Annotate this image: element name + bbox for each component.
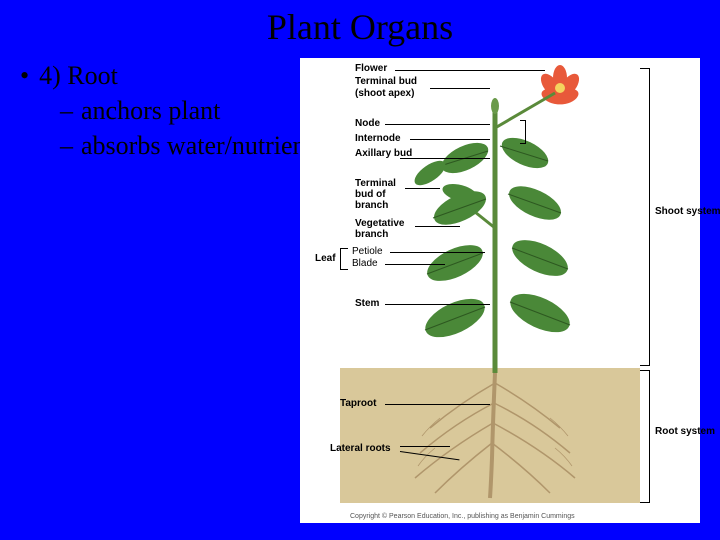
label-lateral: Lateral roots [330, 443, 391, 454]
bracket-root [640, 370, 650, 503]
lead-stem [385, 304, 490, 305]
lead-taproot [385, 404, 490, 405]
dash-marker: – [60, 93, 73, 128]
label-axillary1: Axillary bud [355, 148, 400, 159]
bracket-leaf [340, 248, 348, 270]
label-petiole: Petiole [352, 246, 383, 257]
label-veg2: branch [355, 229, 388, 240]
label-internode: Internode [355, 133, 401, 144]
lead-tbb [405, 188, 440, 189]
page-title: Plant Organs [0, 0, 720, 48]
lead-internode [410, 139, 490, 140]
bullet-text: 4) Root [39, 58, 118, 93]
label-veg1: Vegetative [355, 218, 404, 229]
label-terminal-bud: Terminal bud [355, 76, 417, 87]
label-leaf: Leaf [315, 253, 336, 264]
shoot-system-text: Shoot system [655, 206, 720, 217]
lead-blade [385, 264, 445, 265]
lead-flower [395, 70, 545, 71]
label-blade: Blade [352, 258, 378, 269]
copyright-text: Copyright © Pearson Education, Inc., pub… [350, 513, 575, 520]
slide: Plant Organs • 4) Root – anchors plant –… [0, 0, 720, 540]
sub-bullet-anchors: – anchors plant [60, 93, 329, 128]
sub-bullet-text: anchors plant [81, 93, 220, 128]
bracket-shoot [640, 68, 650, 366]
lead-petiole [390, 252, 485, 253]
lead-lateral1 [400, 446, 450, 447]
dash-marker: – [60, 128, 73, 163]
bracket-internode [520, 120, 526, 144]
text-content: • 4) Root – anchors plant – absorbs wate… [20, 58, 329, 163]
lead-veg [415, 226, 460, 227]
bullet-root: • 4) Root [20, 58, 329, 93]
label-tbb3: branch [355, 200, 388, 211]
plant-diagram: Flower Terminal bud (shoot apex) Node In… [300, 58, 700, 523]
label-tbb2: bud of [355, 189, 386, 200]
label-flower: Flower [355, 63, 387, 74]
label-shoot-sys: Shoot system [655, 206, 695, 217]
sub-bullet-absorbs: – absorbs water/nutrients. [60, 128, 329, 163]
label-shoot-apex: (shoot apex) [355, 88, 414, 99]
label-tbb1: Terminal [355, 178, 396, 189]
lead-node [385, 124, 490, 125]
sub-bullet-text: absorbs water/nutrients. [81, 128, 329, 163]
bullet-marker: • [20, 58, 29, 93]
lead-axillary [400, 158, 490, 159]
label-root-sys: Root system [655, 426, 695, 437]
label-stem: Stem [355, 298, 379, 309]
label-taproot: Taproot [340, 398, 376, 409]
root-system-text: Root system [655, 426, 715, 437]
lead-termbud [430, 88, 490, 89]
label-node: Node [355, 118, 380, 129]
